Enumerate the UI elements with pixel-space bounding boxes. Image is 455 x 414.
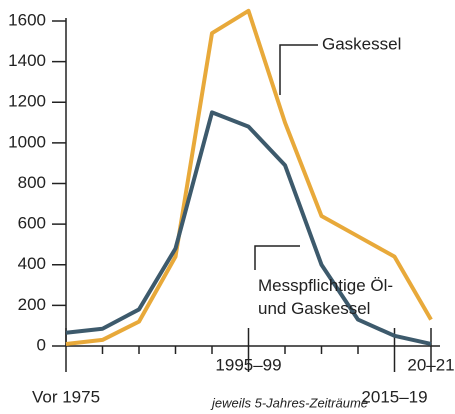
y-tick-label: 600 [18, 214, 46, 233]
y-tick-label: 1600 [8, 10, 46, 29]
y-tick-label: 0 [37, 335, 46, 354]
y-tick-label: 1400 [8, 51, 46, 70]
x-tick-label: 2015–19 [361, 387, 427, 406]
y-tick-label: 200 [18, 295, 46, 314]
x-axis-label: jeweils 5-Jahres-Zeiträume [210, 395, 368, 410]
x-tick-label: 20–21 [407, 355, 454, 374]
y-tick-label: 800 [18, 173, 46, 192]
annotation-bracket [279, 44, 318, 95]
y-tick-label: 400 [18, 254, 46, 273]
series-line [65, 110, 432, 346]
y-tick-label: 1000 [8, 132, 46, 151]
series-label: Gaskessel [322, 34, 401, 53]
series-label: Messpflichtige Öl- und Gaskessel [258, 276, 394, 318]
series-line [65, 8, 433, 346]
x-tick-label: 1995–99 [215, 355, 281, 374]
y-tick-label: 1200 [8, 92, 46, 111]
annotation-bracket [254, 245, 300, 270]
x-tick-label: Vor 1975 [32, 387, 100, 406]
